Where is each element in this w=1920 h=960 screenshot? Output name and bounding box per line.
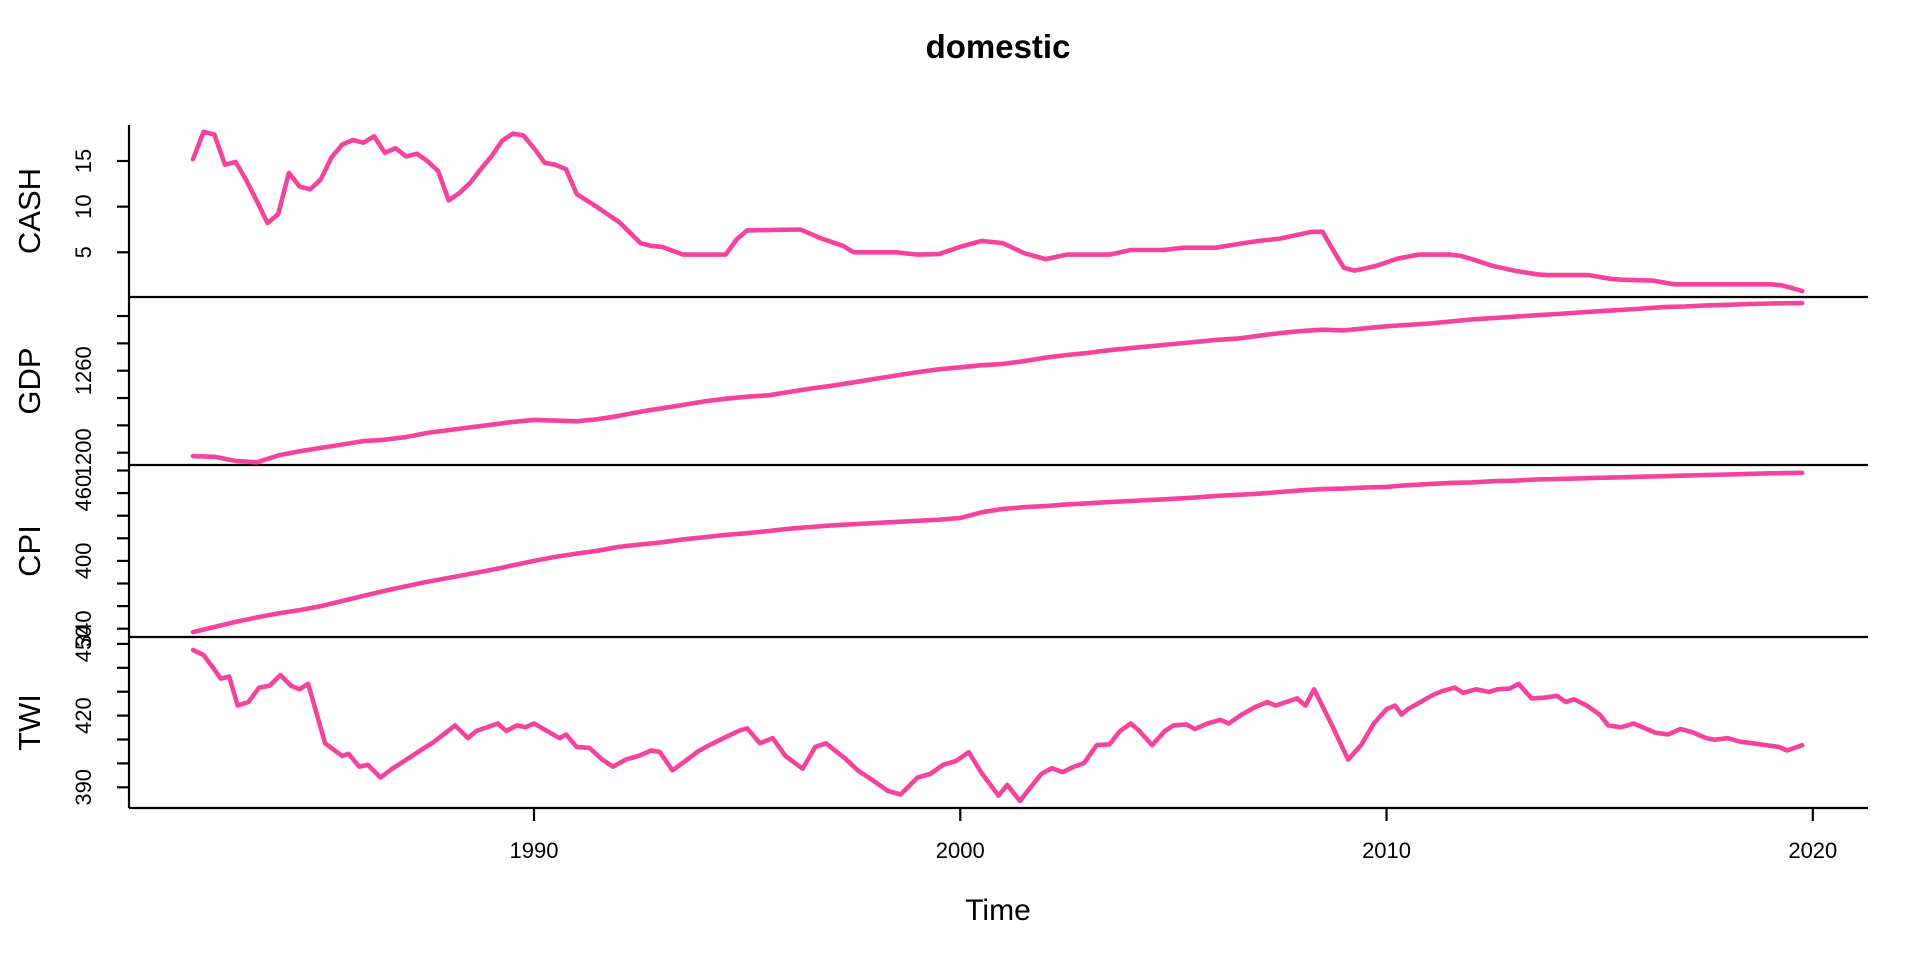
y-tick-label-cpi: 340 <box>71 610 96 647</box>
y-tick-label-cpi: 460 <box>71 475 96 512</box>
y-tick-label-twi: 390 <box>71 769 96 806</box>
x-tick-label: 1990 <box>510 838 559 863</box>
y-tick-label-cash: 10 <box>71 194 96 218</box>
y-tick-label-gdp: 1260 <box>71 346 96 395</box>
y-tick-label-gdp: 1200 <box>71 428 96 477</box>
series-line-cpi <box>190 470 1805 635</box>
series-line-gdp <box>190 300 1805 465</box>
panel-label-gdp: GDP <box>12 347 47 414</box>
series-line-cash <box>190 129 1805 294</box>
x-axis-title: Time <box>965 894 1031 927</box>
x-tick-label: 2020 <box>1788 838 1837 863</box>
chart-title: domestic <box>925 28 1071 65</box>
y-tick-label-twi: 450 <box>71 626 96 663</box>
x-tick-label: 2000 <box>936 838 985 863</box>
y-tick-label-cpi: 400 <box>71 543 96 580</box>
series-line-twi <box>190 647 1805 804</box>
x-tick-label: 2010 <box>1362 838 1411 863</box>
y-tick-label-twi: 420 <box>71 697 96 734</box>
panel-label-cpi: CPI <box>12 525 47 577</box>
panel-label-cash: CASH <box>12 168 47 254</box>
panel-label-twi: TWI <box>12 694 47 751</box>
y-tick-label-cash: 5 <box>71 246 96 258</box>
y-tick-label-cash: 15 <box>71 149 96 173</box>
